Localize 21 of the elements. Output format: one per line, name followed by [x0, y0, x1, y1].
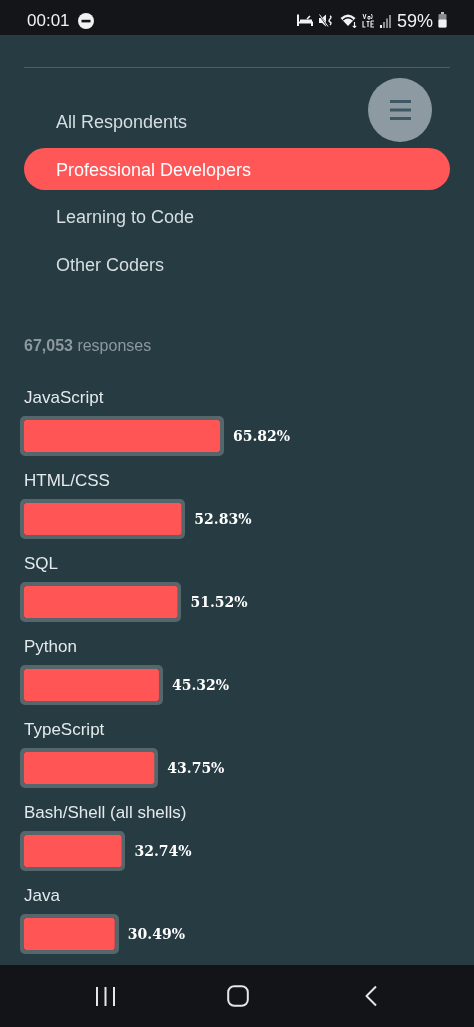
data-label: 65.82%	[233, 427, 291, 444]
y-tick-label: JavaScript	[24, 387, 104, 407]
y-tick-label: Java	[24, 885, 61, 905]
data-label: 43.75%	[167, 759, 225, 776]
y-tick-label: TypeScript	[24, 719, 105, 739]
y-tick-label: Python	[24, 636, 77, 656]
data-label: 30.49%	[127, 925, 185, 942]
chart-subtitle: 67,053 responses	[24, 336, 152, 356]
data-label: 45.32%	[171, 676, 230, 693]
y-tick-label: HTML/CSS	[24, 470, 110, 490]
text: 59%	[397, 10, 434, 32]
data-label: 51.52%	[190, 593, 248, 610]
text: Learning to Code	[56, 206, 195, 228]
text: All Respondents	[56, 111, 188, 133]
text: Professional Developers	[56, 158, 252, 181]
y-tick-label: Bash/Shell (all shells)	[24, 802, 187, 822]
text: 00:01	[27, 11, 70, 31]
text: Other Coders	[56, 253, 165, 276]
data-label: 32.74%	[134, 842, 192, 859]
data-label: 52.83%	[194, 510, 252, 527]
y-tick-label: SQL	[24, 553, 59, 573]
